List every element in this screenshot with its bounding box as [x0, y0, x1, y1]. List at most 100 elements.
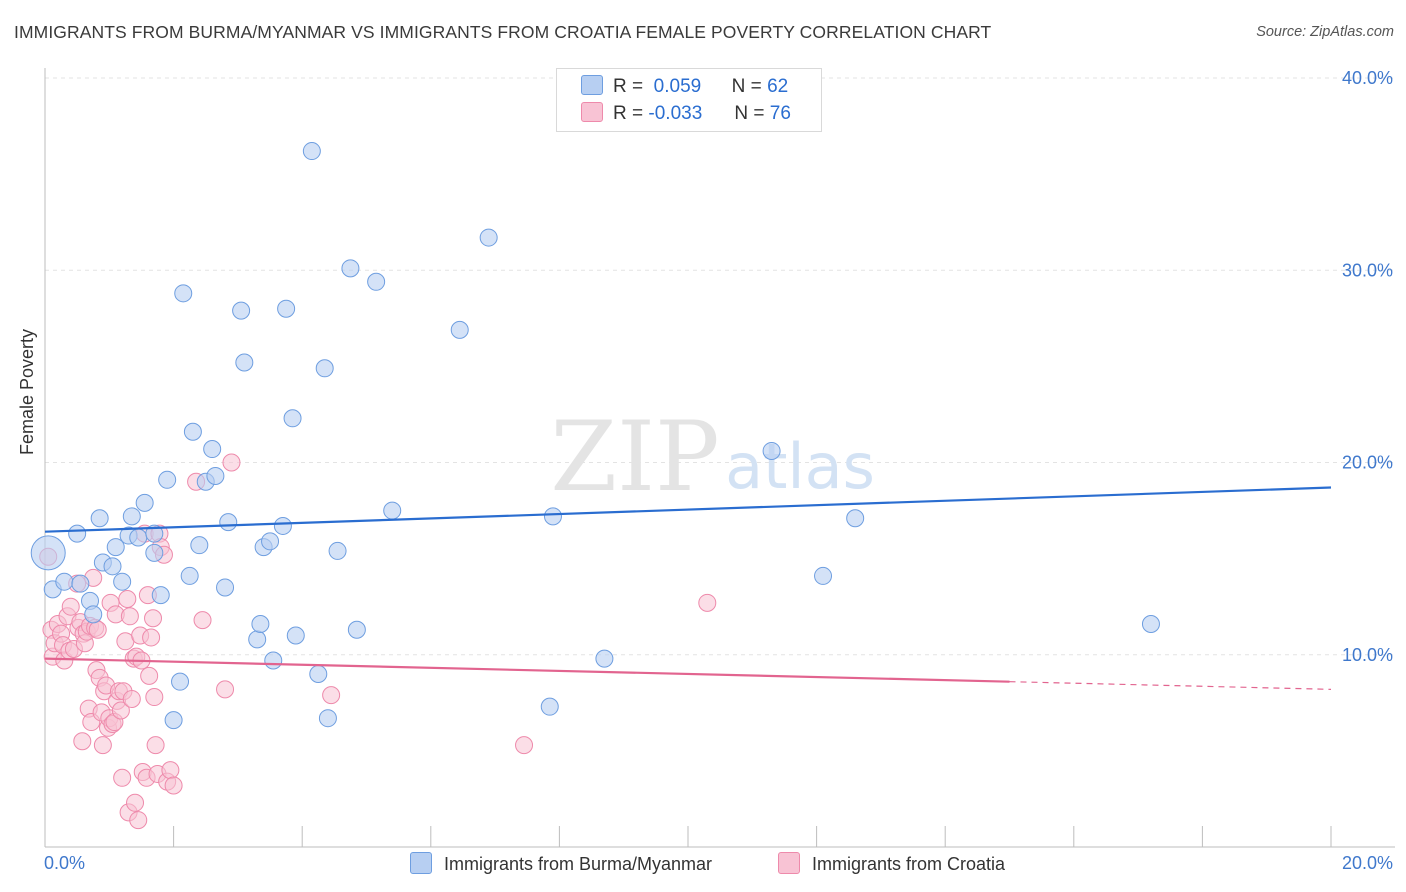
data-point [383, 501, 402, 520]
bottom-legend-label: Immigrants from Burma/Myanmar [444, 854, 713, 874]
legend-row-burma: R = 0.059 N = 62 [581, 75, 788, 99]
data-point [219, 513, 238, 532]
data-point [341, 259, 360, 278]
data-point [193, 611, 212, 630]
y-tick-label: 20.0% [1342, 453, 1393, 473]
legend-n-label: N = [731, 76, 762, 97]
data-point [174, 284, 193, 303]
trend-line-croatia [44, 657, 1010, 683]
legend-r-label: R = [613, 76, 644, 97]
data-point [103, 557, 122, 576]
data-point [302, 142, 321, 161]
data-point [318, 709, 337, 728]
legend-n-label: N = [734, 103, 765, 124]
data-point [814, 566, 833, 585]
data-point [113, 572, 132, 591]
data-point [120, 607, 139, 626]
data-point [543, 507, 562, 526]
data-point [151, 586, 170, 605]
data-point [145, 543, 164, 562]
y-axis-label: Female Poverty [17, 328, 37, 455]
data-point [232, 301, 251, 320]
data-point [164, 711, 183, 730]
data-point [106, 538, 125, 557]
watermark: ZIP atlas [550, 401, 875, 513]
data-point [347, 620, 366, 639]
data-point [315, 359, 334, 378]
data-point [183, 422, 202, 441]
data-point [30, 535, 66, 571]
data-point [158, 470, 177, 489]
data-point [118, 589, 137, 608]
data-point [283, 409, 302, 428]
data-point [206, 466, 225, 485]
legend-r-value: -0.033 [648, 103, 703, 124]
tick-labels: 10.0% 20.0% 30.0% 40.0% 0.0% 20.0% [44, 68, 1393, 873]
data-point [129, 528, 148, 547]
data-point [450, 320, 469, 339]
legend: R = 0.059 N = 62 R = -0.033 N = 76 [556, 68, 822, 132]
chart-title: IMMIGRANTS FROM BURMA/MYANMAR VS IMMIGRA… [14, 22, 992, 42]
data-point [146, 736, 165, 755]
legend-n-value: 76 [769, 103, 791, 124]
data-point [61, 597, 80, 616]
data-point [309, 664, 328, 683]
data-point [1141, 614, 1160, 633]
data-point [846, 509, 865, 528]
x-tick-label: 20.0% [1342, 853, 1393, 873]
bottom-swatch-blue [410, 852, 432, 874]
source-credit: Source: ZipAtlas.com [1256, 24, 1394, 40]
data-point [55, 572, 74, 591]
trend-lines [44, 486, 1332, 690]
y-tick-label: 30.0% [1342, 260, 1393, 280]
data-point [251, 614, 270, 633]
legend-row-croatia: R = -0.033 N = 76 [581, 102, 791, 126]
data-point [144, 609, 163, 628]
legend-r-label: R = [613, 103, 644, 124]
data-point [203, 440, 222, 459]
data-point [595, 649, 614, 668]
data-point [479, 228, 498, 247]
data-point [171, 672, 190, 691]
bottom-legend-croatia: Immigrants from Croatia [778, 852, 1005, 878]
data-point [180, 566, 199, 585]
data-point [322, 686, 341, 705]
y-tick-label: 10.0% [1342, 645, 1393, 665]
data-point [113, 768, 132, 787]
data-point [515, 736, 534, 755]
data-point [698, 593, 717, 612]
data-point [142, 628, 161, 647]
data-point [135, 493, 154, 512]
burma-points [30, 142, 1160, 730]
data-point [222, 453, 241, 472]
data-point [73, 732, 92, 751]
data-point [145, 524, 164, 543]
watermark-atlas: atlas [725, 430, 875, 503]
data-point [90, 509, 109, 528]
x-tick-label: 0.0% [44, 853, 85, 873]
data-point [122, 507, 141, 526]
data-point [164, 776, 183, 795]
data-point [216, 680, 235, 699]
data-point [122, 689, 141, 708]
bottom-swatch-pink [778, 852, 800, 874]
data-point [84, 605, 103, 624]
watermark-zip: ZIP [550, 401, 719, 513]
data-point [161, 761, 180, 780]
data-point [248, 630, 267, 649]
legend-swatch-blue [581, 75, 603, 95]
bottom-legend-burma: Immigrants from Burma/Myanmar [410, 852, 712, 878]
data-point [93, 736, 112, 755]
data-point [126, 793, 145, 812]
legend-n-value: 62 [767, 76, 789, 97]
data-point [190, 536, 209, 555]
data-point [140, 666, 159, 685]
data-point [71, 574, 90, 593]
y-tick-label: 40.0% [1342, 68, 1393, 88]
data-point [286, 626, 305, 645]
legend-r-value: 0.059 [653, 76, 702, 97]
trend-line-burma [44, 486, 1332, 533]
data-point [277, 299, 296, 318]
data-point [261, 532, 280, 551]
